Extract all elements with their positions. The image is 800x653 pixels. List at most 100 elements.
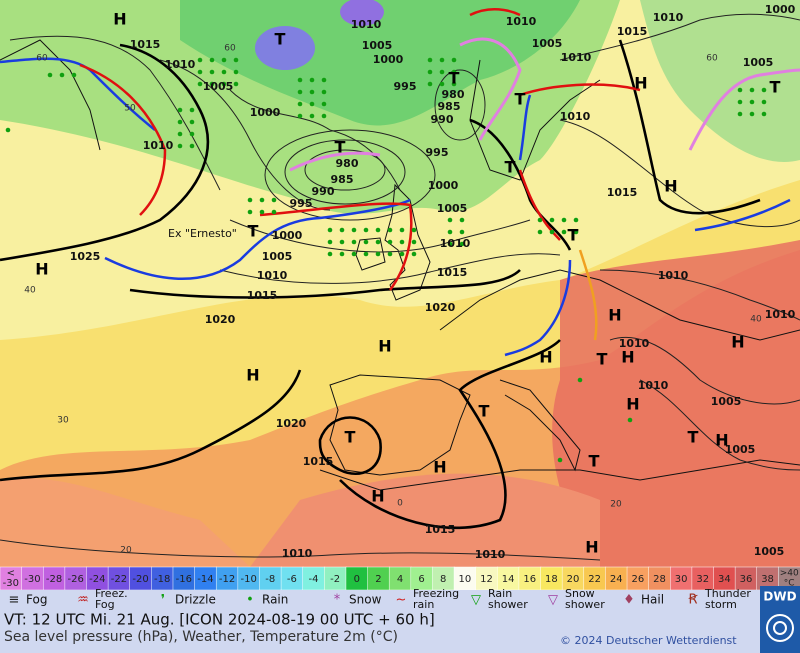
rain-dot <box>189 143 195 149</box>
colorbar-tick-label: -8 <box>265 574 275 585</box>
legend-label: rain <box>413 598 434 611</box>
rain-dot <box>399 239 405 245</box>
map-labels: 1015101010051000101099598098599099598098… <box>24 3 795 561</box>
cold-front <box>694 198 791 232</box>
high-pressure: H <box>113 10 126 29</box>
colorbar-tick-label: 20 <box>567 574 580 585</box>
high-pressure: H <box>634 74 647 93</box>
coastline <box>499 379 581 472</box>
coastline <box>355 237 386 271</box>
rain-dot <box>451 69 457 75</box>
legend-icon: ♦ <box>623 593 635 608</box>
low-pressure: T <box>568 226 579 245</box>
pressure-label: 1000 <box>373 53 404 66</box>
dwd-logo-swirl <box>766 614 794 642</box>
legend-icon: ♒ <box>77 593 89 608</box>
colorbar-tick-label: 8 <box>440 574 446 585</box>
isotherm-label: 40 <box>750 315 762 325</box>
colorbar-tick-label: 32 <box>696 574 709 585</box>
pressure-label: 980 <box>442 88 465 101</box>
colorbar-tick-label: 36 <box>740 574 753 585</box>
high-pressure: H <box>626 395 639 414</box>
isobar <box>229 89 401 191</box>
low-pressure: T <box>515 90 526 109</box>
low-pressure: T <box>688 428 699 447</box>
rain-dot <box>447 241 453 247</box>
rain-dot <box>451 57 457 63</box>
pressure-label: 1015 <box>425 523 456 536</box>
legend-icon: ▽ <box>548 593 558 608</box>
legend-label: shower <box>565 598 605 611</box>
high-pressure: H <box>608 306 621 325</box>
rain-dot <box>247 209 253 215</box>
pressure-label: 1010 <box>282 547 313 560</box>
legend-background <box>0 590 800 653</box>
isobar <box>304 149 386 191</box>
rain-dot <box>327 251 333 257</box>
occlusion <box>289 151 381 172</box>
isobar <box>609 336 800 405</box>
high-pressure: H <box>585 538 598 557</box>
warm-front <box>469 8 521 17</box>
isobar <box>219 253 561 284</box>
rain-dot <box>209 57 215 63</box>
rain-dot <box>573 229 579 235</box>
high-pressure: H <box>35 260 48 279</box>
colorbar-tick-label: 24 <box>610 574 623 585</box>
pressure-label: 1010 <box>765 308 796 321</box>
rain-dot <box>459 229 465 235</box>
pressure-label: 1015 <box>130 38 161 51</box>
rain-dot <box>327 239 333 245</box>
pressure-label: 1010 <box>475 548 506 561</box>
rain-dot <box>447 217 453 223</box>
rain-dot <box>439 81 445 87</box>
legend-label: Freezing <box>413 587 459 600</box>
pressure-label: 1000 <box>428 179 459 192</box>
pressure-label: 1015 <box>607 186 638 199</box>
rain-dot <box>339 227 345 233</box>
cold-front <box>504 259 572 357</box>
pressure-label: 1005 <box>532 37 563 50</box>
temperature-field <box>250 473 600 567</box>
isobar <box>434 69 486 141</box>
isobar-bold <box>469 118 572 251</box>
rain-dot <box>47 72 53 78</box>
pressure-label: 1025 <box>70 250 101 263</box>
rain-dot <box>411 239 417 245</box>
rain-dot <box>177 119 183 125</box>
legend-label: Freez. <box>95 587 128 600</box>
warm-front <box>259 202 413 291</box>
rain-dot <box>573 217 579 223</box>
rain-dot <box>309 89 315 95</box>
pressure-label: 990 <box>431 113 454 126</box>
isobar-bold <box>0 369 302 482</box>
rain-dot <box>321 113 327 119</box>
coastline <box>319 459 800 491</box>
colorbar-tick-label: 6 <box>418 574 424 585</box>
rain-dot <box>749 87 755 93</box>
colorbar-tick-label: 16 <box>523 574 536 585</box>
high-pressure: H <box>621 348 634 367</box>
rain-dot <box>271 197 277 203</box>
legend-icon: * <box>334 593 341 608</box>
rain-dot <box>297 113 303 119</box>
pressure-label: 1005 <box>743 56 774 69</box>
pressure-label: 1010 <box>619 337 650 350</box>
colorbar-low-end: -30 <box>3 578 19 589</box>
precipitation-symbols <box>5 57 767 463</box>
rain-dot <box>321 89 327 95</box>
pressure-label: 1020 <box>276 417 307 430</box>
colorbar-tick-label: 10 <box>458 574 471 585</box>
rain-dot <box>577 377 583 383</box>
rain-dot <box>561 217 567 223</box>
pressure-label: 1020 <box>205 313 236 326</box>
pressure-label: 1010 <box>658 269 689 282</box>
rain-dot <box>177 131 183 137</box>
pressure-label: 1005 <box>362 39 393 52</box>
high-pressure: H <box>378 337 391 356</box>
rain-dot <box>399 251 405 257</box>
colorbar-tick-label: 2 <box>375 574 381 585</box>
isotherm-label: 20 <box>610 500 622 510</box>
rain-dot <box>5 127 11 133</box>
